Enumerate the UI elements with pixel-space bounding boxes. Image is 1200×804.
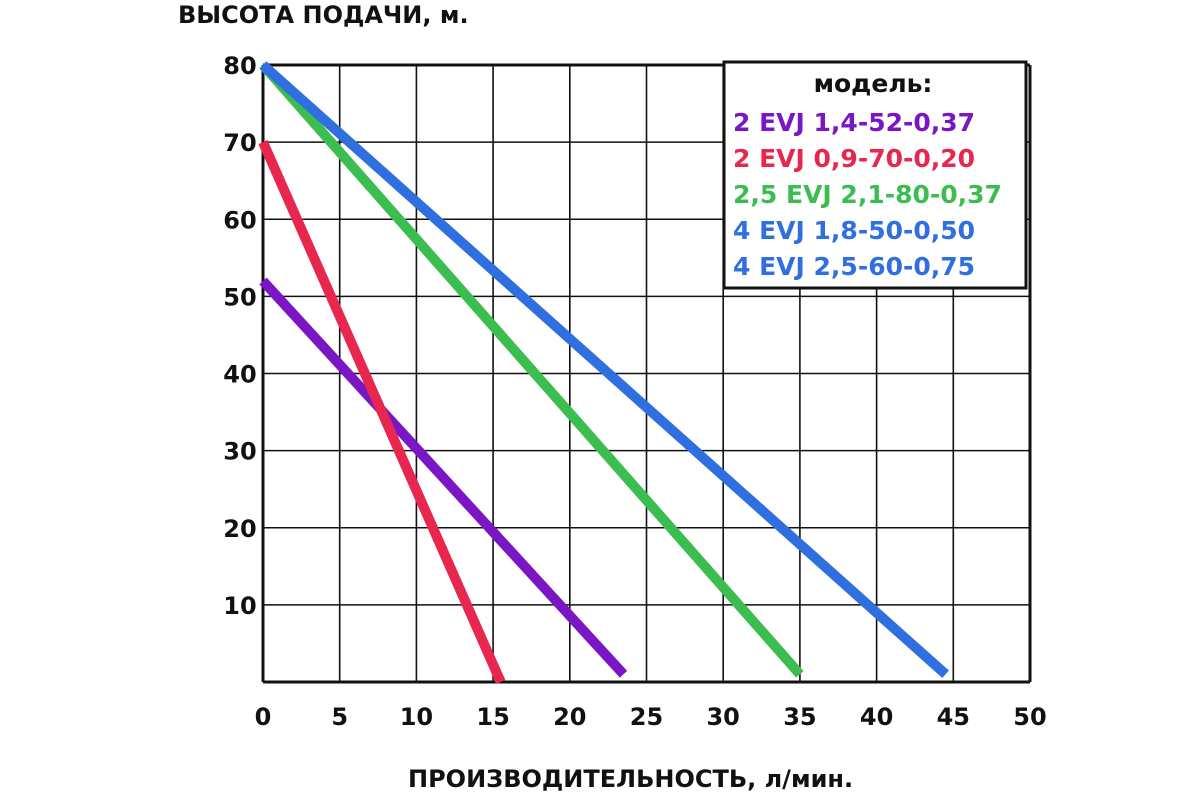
x-tick-label: 50 — [1013, 703, 1046, 731]
y-tick-label: 60 — [223, 206, 256, 234]
legend-entry-2: 2,5 EVJ 2,1-80-0,37 — [733, 180, 1002, 209]
x-tick-label: 15 — [476, 703, 509, 731]
legend-entry-0: 2 EVJ 1,4-52-0,37 — [733, 108, 975, 137]
y-tick-label: 70 — [223, 129, 256, 157]
legend-box — [722, 60, 1028, 290]
x-tick-label: 45 — [937, 703, 970, 731]
y-tick-label: 40 — [223, 361, 256, 389]
grid — [261, 63, 1032, 684]
y-tick-label: 50 — [223, 283, 256, 311]
series-line-0 — [259, 277, 628, 678]
series-line-2 — [259, 61, 804, 678]
legend-entries: 2 EVJ 1,4-52-0,37 2 EVJ 0,9-70-0,20 2,5 EV… — [733, 108, 1002, 281]
x-tick-label: 35 — [783, 703, 816, 731]
series-lines — [258, 61, 949, 685]
x-tick-label: 30 — [706, 703, 739, 731]
legend-entry-3: 4 EVJ 1,8-50-0,50 — [733, 216, 975, 245]
x-tick-label: 5 — [331, 703, 348, 731]
x-tick-label: 10 — [400, 703, 433, 731]
series-line-1 — [258, 140, 506, 685]
y-axis-label: ВЫСОТА ПОДАЧИ, м. — [178, 1, 469, 29]
x-axis-label: ПРОИЗВОДИТЕЛЬНОСТЬ, л/мин. — [408, 765, 853, 793]
legend-entry-4: 4 EVJ 2,5-60-0,75 — [733, 252, 975, 281]
legend: модель: 2 EVJ 1,4-52-0,37 2 EVJ 0,9-70-0,… — [722, 60, 1028, 290]
x-tick-label: 40 — [860, 703, 893, 731]
tick-labels: 0 5 10 15 20 25 30 35 40 45 50 10 20 30 40 50 60 70 80 — [223, 52, 1046, 731]
x-tick-label: 20 — [553, 703, 586, 731]
legend-entry-1: 2 EVJ 0,9-70-0,20 — [733, 144, 975, 173]
y-tick-label: 10 — [223, 592, 256, 620]
series-line-4 — [259, 61, 949, 679]
y-tick-label: 20 — [223, 515, 256, 543]
y-tick-label: 80 — [223, 52, 256, 80]
legend-title: модель: — [814, 69, 933, 98]
y-tick-label: 30 — [223, 438, 256, 466]
x-tick-label: 0 — [255, 703, 272, 731]
x-tick-label: 25 — [630, 703, 663, 731]
